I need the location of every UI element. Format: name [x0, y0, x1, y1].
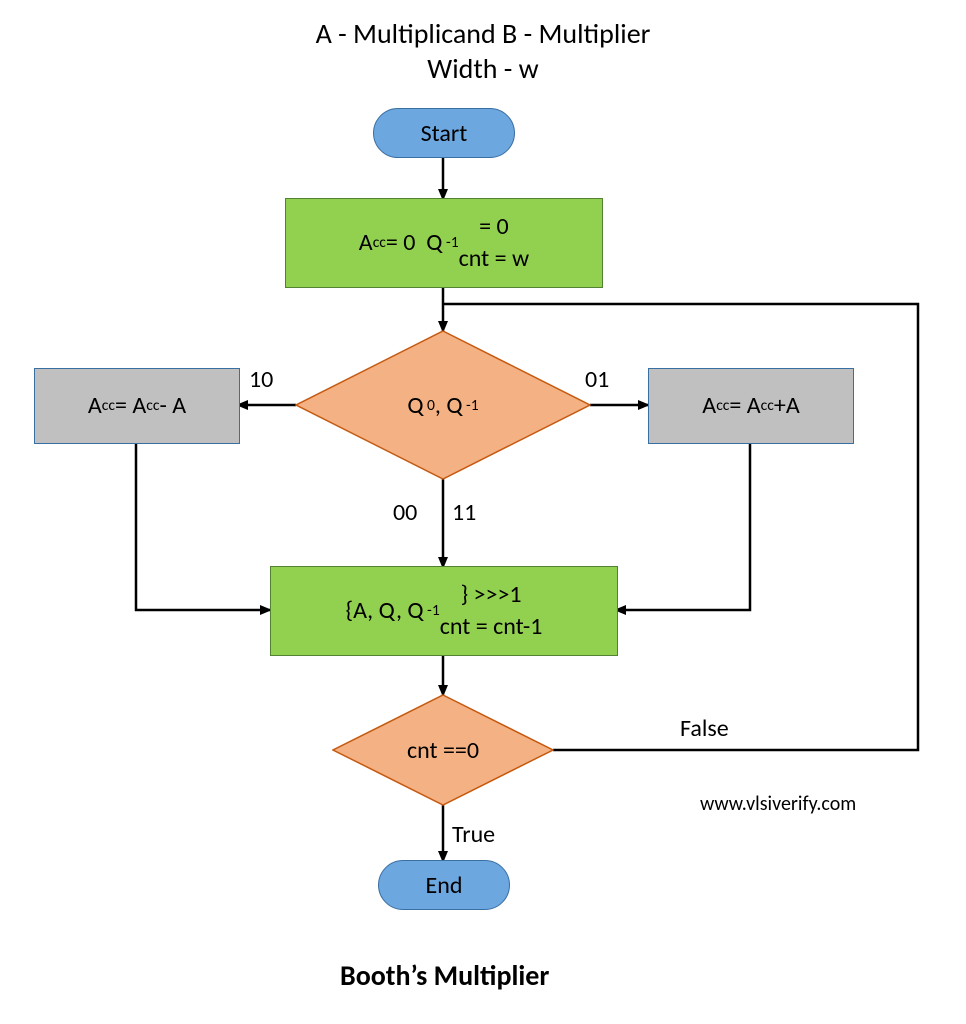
- node-shift: {A, Q, Q -1} >>>1cnt = cnt-1: [270, 566, 618, 656]
- edge-sub-shift: [136, 442, 270, 610]
- edge-label-e00: 00: [393, 498, 417, 527]
- node-cntz: cnt ==0: [332, 694, 554, 806]
- node-end: End: [378, 860, 510, 910]
- node-start: Start: [373, 108, 515, 158]
- edge-label-e11: 11: [452, 498, 476, 527]
- node-init: Acc = 0 Q -1 = 0cnt = w: [285, 198, 603, 288]
- edge-label-efalse: False: [680, 714, 729, 743]
- edge-label-etrue: True: [452, 820, 495, 849]
- node-sub: Acc = Acc- A: [34, 368, 240, 444]
- caption-text: Booth’s Multiplier: [340, 958, 549, 993]
- edge-label-e01: 01: [585, 365, 609, 394]
- flowchart-canvas: A - Multiplicand B - Multiplier Width - …: [0, 0, 966, 1024]
- watermark-text: www.vlsiverify.com: [700, 792, 856, 816]
- edge-add-shift: [616, 442, 750, 610]
- node-add: Acc = Acc+A: [648, 368, 854, 444]
- node-check: Q 0, Q -1: [295, 330, 591, 480]
- edge-label-e10: 10: [249, 365, 273, 394]
